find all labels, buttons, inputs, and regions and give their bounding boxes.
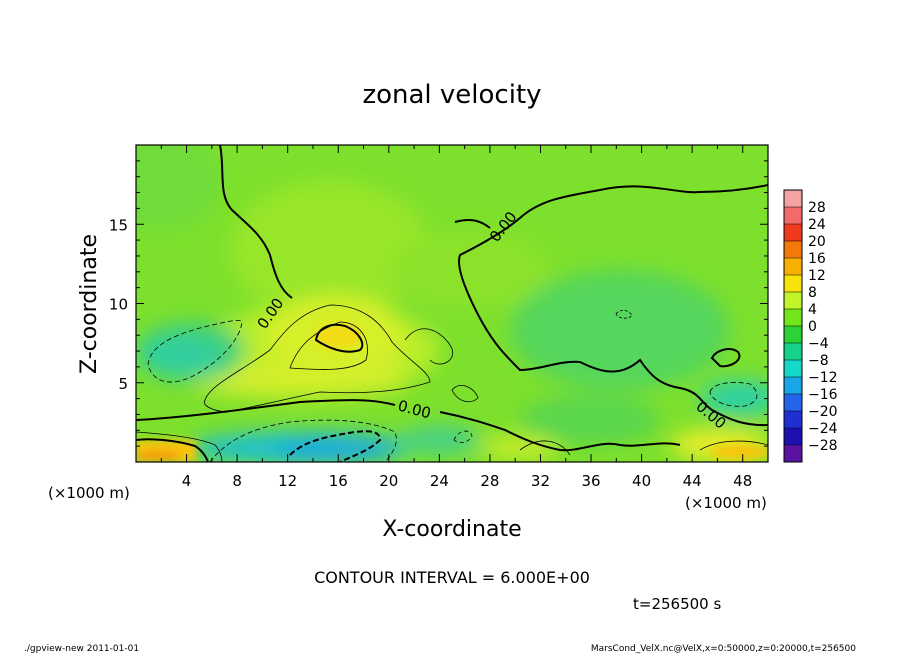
colorbar-swatch <box>784 343 802 361</box>
chart-title: zonal velocity <box>362 80 541 110</box>
colorbar-swatch <box>784 292 802 310</box>
colorbar-label: −12 <box>808 370 838 386</box>
colorbar-label: 4 <box>808 302 817 318</box>
x-tick-label: 40 <box>632 472 651 490</box>
x-tick-label: 48 <box>733 472 752 490</box>
footer-left: ./gpview-new 2011-01-01 <box>24 644 139 654</box>
colorbar-swatch <box>784 190 802 208</box>
x-tick-label: 4 <box>182 472 192 490</box>
colorbar-label: 16 <box>808 251 826 267</box>
colorbar-label: 20 <box>808 234 826 250</box>
footer-right: MarsCond_VelX.nc@VelX,x=0:50000,z=0:2000… <box>591 644 856 654</box>
x-tick-label: 12 <box>278 472 297 490</box>
x-axis-unit: (×1000 m) <box>685 494 767 512</box>
colorbar-swatch <box>784 275 802 293</box>
colorbar-swatch <box>784 445 802 463</box>
colorbar-swatch <box>784 258 802 276</box>
colorbar-swatch <box>784 241 802 259</box>
zero-contour <box>219 145 293 299</box>
y-tick-label: 5 <box>118 375 128 393</box>
x-axis: 4 8 12 16 20 24 28 32 36 40 44 48 <box>160 145 769 490</box>
x-tick-label: 8 <box>232 472 242 490</box>
colorbar-label: 28 <box>808 200 826 216</box>
colorbar-label: −20 <box>808 404 838 420</box>
y-tick-label: 10 <box>109 296 128 314</box>
y-axis: 5 10 15 <box>109 160 768 447</box>
contour-lines <box>136 145 768 462</box>
contour-interval: CONTOUR INTERVAL = 6.000E+00 <box>314 568 590 587</box>
y-axis-label: Z-coordinate <box>77 234 102 374</box>
zero-contour <box>136 399 396 421</box>
time-label: t=256500 s <box>633 595 721 613</box>
zero-contour <box>439 411 681 452</box>
colorbar-swatch <box>784 360 802 378</box>
colorbar-swatch <box>784 309 802 327</box>
y-axis-unit: (×1000 m) <box>48 484 130 502</box>
colorbar-label: −28 <box>808 438 838 454</box>
x-tick-label: 32 <box>531 472 550 490</box>
colorbar-swatch <box>784 394 802 412</box>
colorbar-label: −16 <box>808 387 838 403</box>
colorbar-swatch <box>784 224 802 242</box>
x-tick-label: 24 <box>430 472 449 490</box>
zero-contour <box>458 184 768 427</box>
colorbar-label: 12 <box>808 268 826 284</box>
colorbar-label: 24 <box>808 217 826 233</box>
x-tick-label: 16 <box>329 472 348 490</box>
colorbar-label: 8 <box>808 285 817 301</box>
colorbar-swatch <box>784 428 802 446</box>
y-tick-label: 15 <box>109 216 128 234</box>
x-tick-label: 36 <box>581 472 600 490</box>
x-axis-label: X-coordinate <box>382 517 521 542</box>
colorbar-swatch <box>784 411 802 429</box>
colorbar-label: −4 <box>808 336 829 352</box>
x-tick-label: 28 <box>480 472 499 490</box>
x-tick-label: 20 <box>379 472 398 490</box>
colorbar-label: −8 <box>808 353 829 369</box>
x-tick-label: 44 <box>683 472 702 490</box>
colorbar-label: 0 <box>808 319 817 335</box>
colorbar-swatch <box>784 326 802 344</box>
colorbar-swatch <box>784 377 802 395</box>
colorbar-swatch <box>784 207 802 225</box>
colorbar-label: −24 <box>808 421 838 437</box>
